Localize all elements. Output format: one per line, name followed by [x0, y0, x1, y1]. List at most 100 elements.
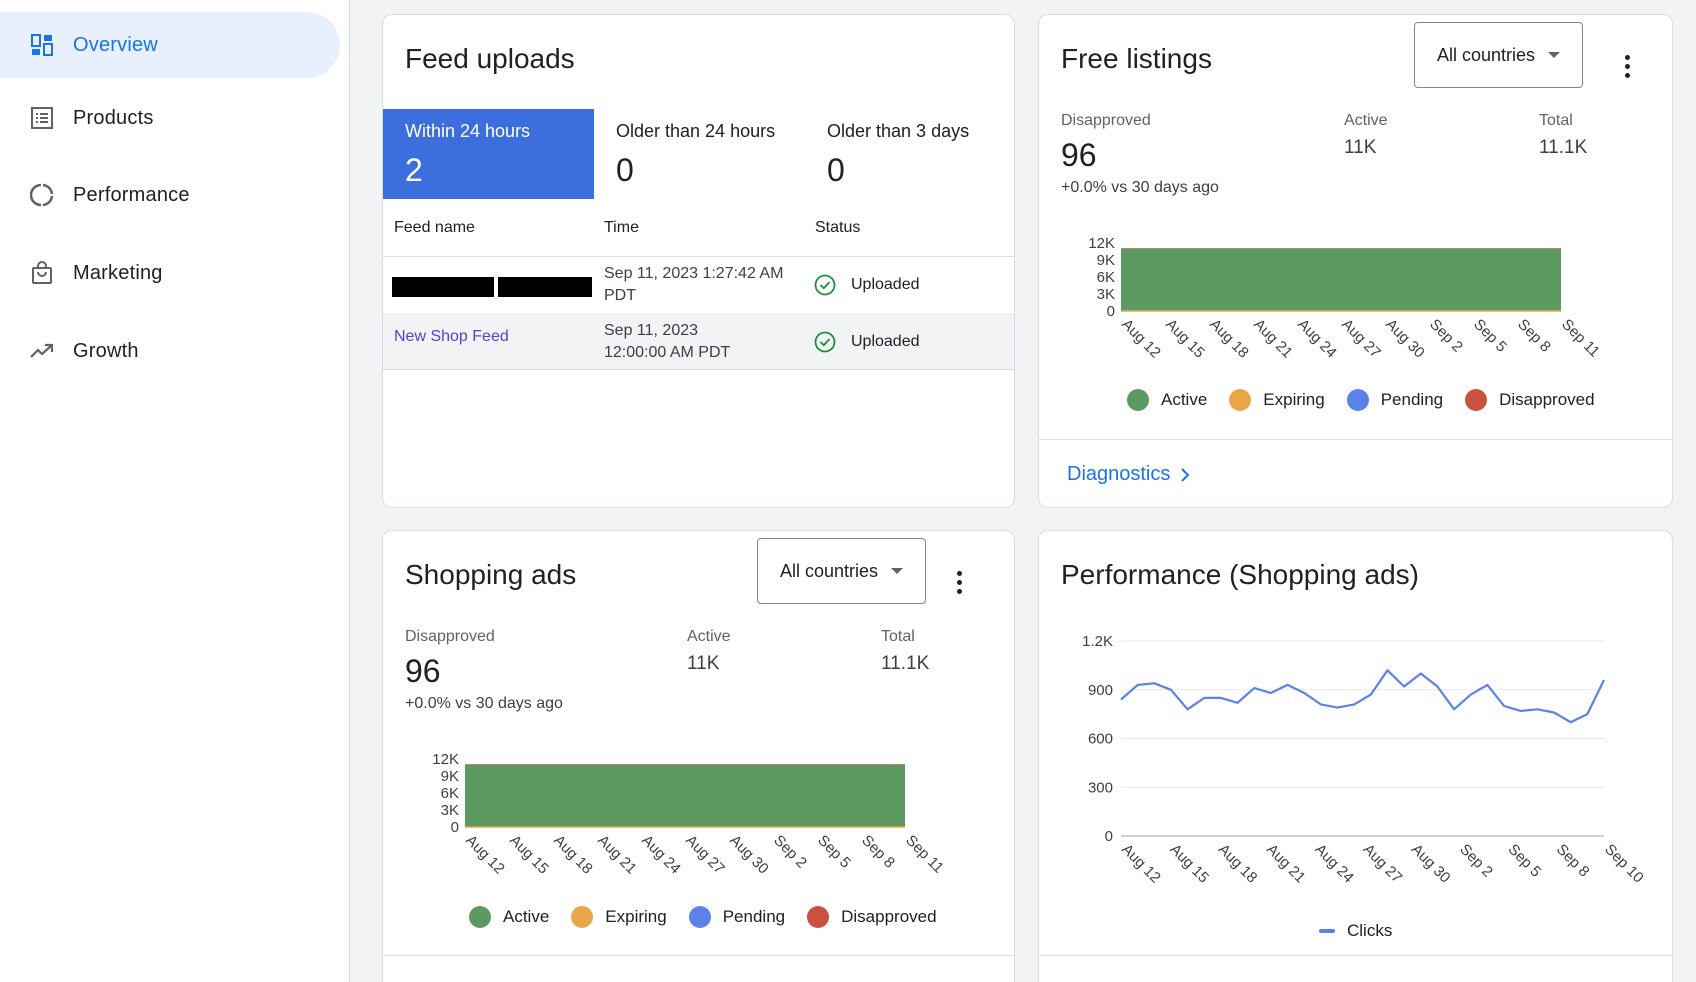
legend-dot — [1346, 389, 1369, 411]
tab-value: 2 — [405, 152, 423, 188]
x-tick-label: Aug 21 — [1250, 316, 1296, 362]
y-tick-label: 12K — [1088, 235, 1115, 252]
x-tick-label: Sep 5 — [1505, 841, 1545, 881]
dashboard-icon — [30, 33, 54, 57]
trending-up-icon — [30, 339, 54, 363]
tab-within-24-hours[interactable]: Within 24 hours 2 — [383, 109, 594, 199]
x-tick-label: Sep 2 — [1426, 316, 1466, 356]
y-tick-label: 12K — [432, 751, 459, 768]
y-tick-label: 0 — [1105, 828, 1113, 845]
column-header-status: Status — [815, 219, 861, 236]
feed-name-link[interactable]: New Shop Feed — [394, 328, 509, 345]
x-tick-label: Aug 18 — [1206, 316, 1252, 362]
shopping-ads-card: Shopping ads All countries Disapproved 9… — [382, 530, 1015, 982]
chevron-right-icon — [1181, 467, 1190, 482]
legend-label: Clicks — [1347, 921, 1393, 940]
tab-label: Older than 24 hours — [616, 121, 776, 141]
card-title: Feed uploads — [405, 43, 575, 74]
legend-label: Expiring — [605, 907, 667, 926]
legend-swatch — [1319, 929, 1335, 933]
legend-dot — [1229, 389, 1252, 411]
disapproved-label: Disapproved — [1061, 112, 1151, 129]
legend-item-pending: Pending — [688, 906, 785, 928]
legend-dot — [571, 906, 594, 928]
caret-down-icon — [891, 568, 903, 574]
performance-card: Performance (Shopping ads) 1.2K 900 600 300… — [1038, 530, 1673, 982]
card-title: Shopping ads — [405, 559, 577, 590]
sidebar-item-marketing[interactable]: Marketing — [0, 240, 340, 306]
legend-dot — [1465, 389, 1488, 411]
y-tick-label: 0 — [1107, 303, 1115, 320]
more-options-icon[interactable] — [1612, 46, 1642, 86]
area-disapproved — [1121, 248, 1561, 249]
active-label: Active — [1344, 112, 1388, 129]
x-tick-label: Aug 15 — [506, 832, 552, 878]
y-tick-label: 6K — [1097, 269, 1115, 286]
active-value: 11K — [687, 653, 720, 674]
x-tick-label: Aug 15 — [1166, 841, 1212, 887]
column-header-feed-name: Feed name — [394, 219, 475, 236]
legend-label: Active — [1161, 390, 1208, 409]
shopping-bag-icon — [30, 261, 54, 285]
total-value: 11.1K — [881, 653, 930, 674]
disapproved-value: 96 — [1061, 137, 1097, 173]
area-active — [465, 764, 905, 827]
row-status: Uploaded — [851, 333, 920, 350]
legend-item-disapproved: Disapproved — [807, 906, 937, 928]
more-options-icon[interactable] — [944, 562, 974, 602]
divider — [383, 256, 1014, 257]
chart-legend: Active Expiring Pending Disapproved — [1127, 389, 1617, 411]
column-header-time: Time — [604, 219, 639, 236]
x-tick-label: Aug 18 — [550, 832, 596, 878]
legend-item-disapproved: Disapproved — [1465, 389, 1595, 411]
legend-dot — [469, 906, 491, 928]
total-value: 11.1K — [1539, 137, 1588, 158]
area-active — [1121, 248, 1561, 311]
legend-label: Pending — [1380, 390, 1444, 409]
time-line1: Sep 11, 2023 1:27:42 AM — [604, 265, 784, 282]
sidebar-item-growth[interactable]: Growth — [0, 318, 340, 384]
check-circle-icon — [814, 274, 836, 296]
x-tick-label: Aug 30 — [726, 832, 772, 878]
tab-value: 0 — [616, 152, 634, 188]
sidebar-item-overview[interactable]: Overview — [0, 12, 340, 78]
x-tick-label: Sep 11 — [902, 832, 947, 877]
x-tick-label: Aug 24 — [638, 832, 684, 878]
x-tick-label: Aug 27 — [1360, 841, 1406, 887]
country-dropdown[interactable]: All countries — [757, 538, 926, 604]
legend-dot — [807, 906, 830, 928]
country-dropdown[interactable]: All countries — [1414, 22, 1583, 88]
dropdown-value: All countries — [1437, 44, 1536, 65]
legend-item-expiring: Expiring — [1229, 389, 1325, 411]
divider — [1039, 955, 1672, 956]
legend-label: Active — [503, 907, 550, 926]
y-tick-label: 9K — [441, 768, 459, 785]
sidebar-item-performance[interactable]: Performance — [0, 162, 340, 228]
row-status: Uploaded — [851, 276, 920, 293]
diagnostics-link[interactable]: Diagnostics — [1067, 463, 1192, 486]
x-tick-label: Sep 2 — [1456, 841, 1496, 881]
x-tick-label: Sep 11 — [1558, 316, 1603, 361]
x-tick-label: Aug 21 — [1263, 841, 1309, 887]
x-tick-label: Aug 21 — [594, 832, 640, 878]
check-circle-icon — [814, 331, 836, 353]
disapproved-value: 96 — [405, 653, 441, 689]
x-tick-label: Aug 30 — [1408, 841, 1454, 887]
tab-older-than-24-hours[interactable]: Older than 24 hours 0 — [594, 109, 805, 199]
y-tick-label: 6K — [441, 785, 459, 802]
sidebar-item-products[interactable]: Products — [0, 85, 340, 151]
x-tick-label: Aug 30 — [1382, 316, 1428, 362]
tab-older-than-3-days[interactable]: Older than 3 days 0 — [805, 109, 1014, 199]
list-icon — [30, 106, 54, 130]
time-line1: Sep 11, 2023 — [604, 322, 699, 339]
donut-icon — [30, 183, 54, 207]
sidebar-item-label: Marketing — [73, 261, 163, 284]
sidebar-item-label: Performance — [73, 183, 190, 206]
time-line2: 12:00:00 AM PDT — [604, 344, 731, 361]
sidebar-item-label: Growth — [73, 339, 139, 362]
card-title: Performance (Shopping ads) — [1061, 559, 1419, 590]
legend-item-active: Active — [469, 906, 549, 928]
chart-legend: Active Expiring Pending Disapproved — [469, 906, 959, 928]
